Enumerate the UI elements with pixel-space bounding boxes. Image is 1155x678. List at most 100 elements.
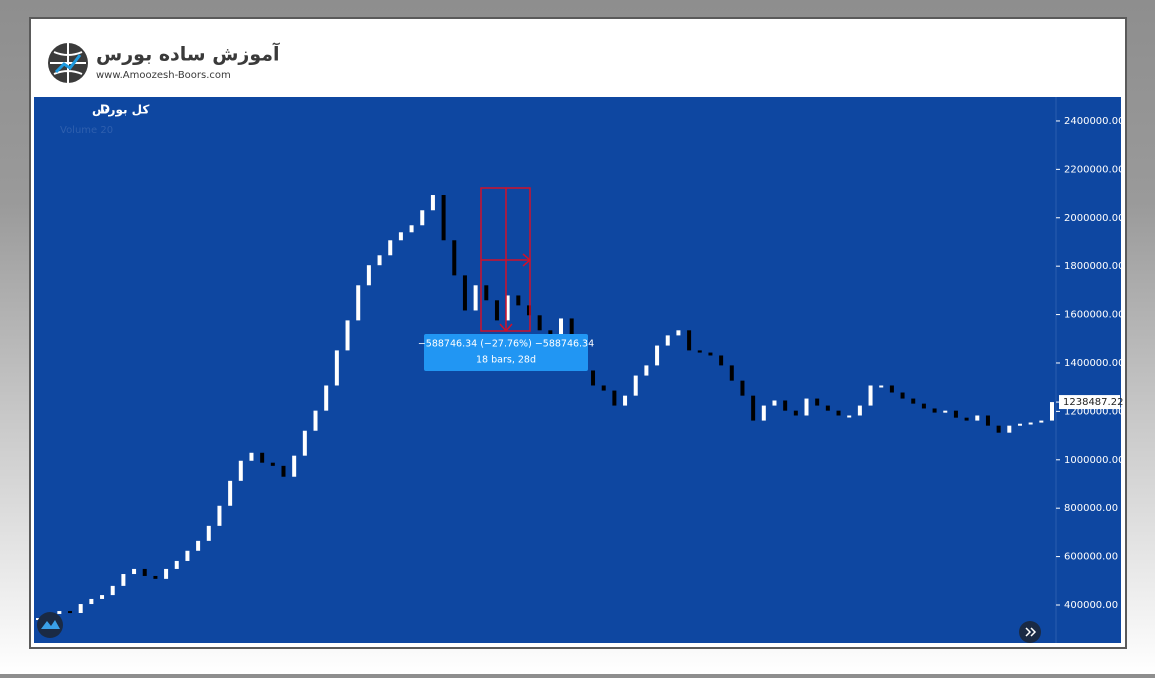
candle bbox=[1007, 425, 1012, 433]
candle bbox=[388, 240, 393, 256]
candle bbox=[270, 462, 275, 466]
y-tick-label: 1800000.00 bbox=[1064, 261, 1124, 272]
candle bbox=[398, 232, 403, 241]
candle bbox=[36, 618, 40, 621]
candle bbox=[430, 195, 435, 211]
candle bbox=[249, 452, 254, 461]
candle bbox=[420, 210, 425, 226]
candle bbox=[751, 395, 756, 421]
logo-url: www.Amoozesh-Boors.com bbox=[96, 70, 231, 81]
candle bbox=[441, 195, 446, 241]
candle bbox=[302, 430, 307, 456]
measure-span: 18 bars, 28d bbox=[476, 355, 536, 366]
candle bbox=[655, 345, 660, 366]
candle bbox=[153, 575, 158, 579]
measure-label-box bbox=[424, 334, 588, 371]
y-tick-label: 2000000.00 bbox=[1064, 213, 1124, 224]
candle bbox=[975, 415, 980, 421]
candle bbox=[356, 285, 361, 321]
candle bbox=[804, 398, 809, 416]
candle bbox=[601, 385, 606, 391]
candle bbox=[537, 315, 542, 331]
y-tick-label: 2400000.00 bbox=[1064, 116, 1124, 127]
candle bbox=[238, 460, 243, 481]
candle bbox=[110, 585, 115, 596]
candle bbox=[228, 480, 233, 506]
candle bbox=[697, 350, 702, 353]
chart-title: کل بورس bbox=[92, 103, 149, 118]
candle bbox=[57, 611, 62, 614]
candle bbox=[815, 398, 820, 406]
candle bbox=[953, 410, 958, 418]
candle bbox=[1039, 420, 1044, 423]
logo-lines bbox=[50, 43, 86, 83]
y-axis: 400000.00 600000.00 800000.00 1000000.00 120… bbox=[1056, 116, 1124, 611]
candle bbox=[847, 415, 852, 418]
candle bbox=[687, 330, 692, 351]
measure-change: −588746.34 (−27.76%) −588746.34 bbox=[418, 339, 594, 350]
candle bbox=[591, 370, 596, 386]
candle bbox=[260, 452, 265, 463]
scroll-icon bbox=[1025, 627, 1037, 637]
candle bbox=[526, 305, 531, 316]
candle bbox=[569, 318, 574, 341]
logo-title: آموزش ساده بورس bbox=[96, 42, 280, 66]
candle bbox=[964, 417, 969, 421]
measure-tool: −588746.34 (−27.76%) −588746.34 18 bars,… bbox=[418, 187, 594, 371]
candle bbox=[516, 295, 521, 306]
candle bbox=[708, 352, 713, 356]
candle bbox=[409, 225, 414, 233]
candle bbox=[89, 598, 94, 605]
candle bbox=[100, 595, 105, 599]
candle bbox=[900, 392, 905, 399]
candle bbox=[164, 568, 169, 579]
indicator: Volume 20 bbox=[60, 125, 113, 136]
candle bbox=[559, 318, 564, 336]
candles bbox=[36, 195, 1054, 621]
candle bbox=[783, 400, 788, 411]
candle bbox=[196, 540, 201, 551]
candle bbox=[719, 355, 724, 366]
candle bbox=[921, 403, 926, 409]
candle bbox=[985, 415, 990, 426]
y-tick-label: 600000.00 bbox=[1064, 552, 1118, 563]
candle bbox=[911, 398, 916, 404]
candle bbox=[142, 568, 147, 576]
candle bbox=[313, 410, 318, 431]
y-tick-label: 1200000.00 bbox=[1064, 406, 1124, 417]
candle bbox=[473, 285, 478, 311]
candle bbox=[1017, 423, 1022, 426]
y-tick-label: 2200000.00 bbox=[1064, 164, 1124, 175]
candle bbox=[324, 385, 329, 411]
candle bbox=[761, 405, 766, 421]
y-tick-label: 1000000.00 bbox=[1064, 455, 1124, 466]
candle bbox=[132, 568, 137, 575]
candle bbox=[121, 574, 126, 586]
y-tick-label: 1600000.00 bbox=[1064, 310, 1124, 321]
candle bbox=[1050, 402, 1054, 421]
candle bbox=[366, 265, 371, 286]
candle bbox=[281, 465, 286, 477]
tv-logo-mark bbox=[41, 620, 60, 629]
last-price-box bbox=[1059, 395, 1120, 410]
candle bbox=[665, 335, 670, 346]
logo: آموزش ساده بورس www.Amoozesh-Boors.com bbox=[48, 42, 280, 83]
y-tick-label: 400000.00 bbox=[1064, 600, 1118, 611]
candle bbox=[1028, 422, 1033, 425]
y-tick-label: 1400000.00 bbox=[1064, 358, 1124, 369]
candle bbox=[772, 400, 777, 406]
candle bbox=[505, 295, 510, 321]
y-tick-label: 800000.00 bbox=[1064, 503, 1118, 514]
candle bbox=[462, 275, 467, 311]
candle bbox=[484, 285, 489, 301]
candle bbox=[185, 550, 190, 561]
candle bbox=[676, 330, 681, 336]
candle bbox=[612, 390, 617, 406]
candle bbox=[729, 365, 734, 381]
candle bbox=[868, 385, 873, 406]
candle bbox=[879, 385, 884, 388]
candle bbox=[836, 410, 841, 416]
candle bbox=[889, 385, 894, 393]
candle bbox=[78, 604, 83, 613]
